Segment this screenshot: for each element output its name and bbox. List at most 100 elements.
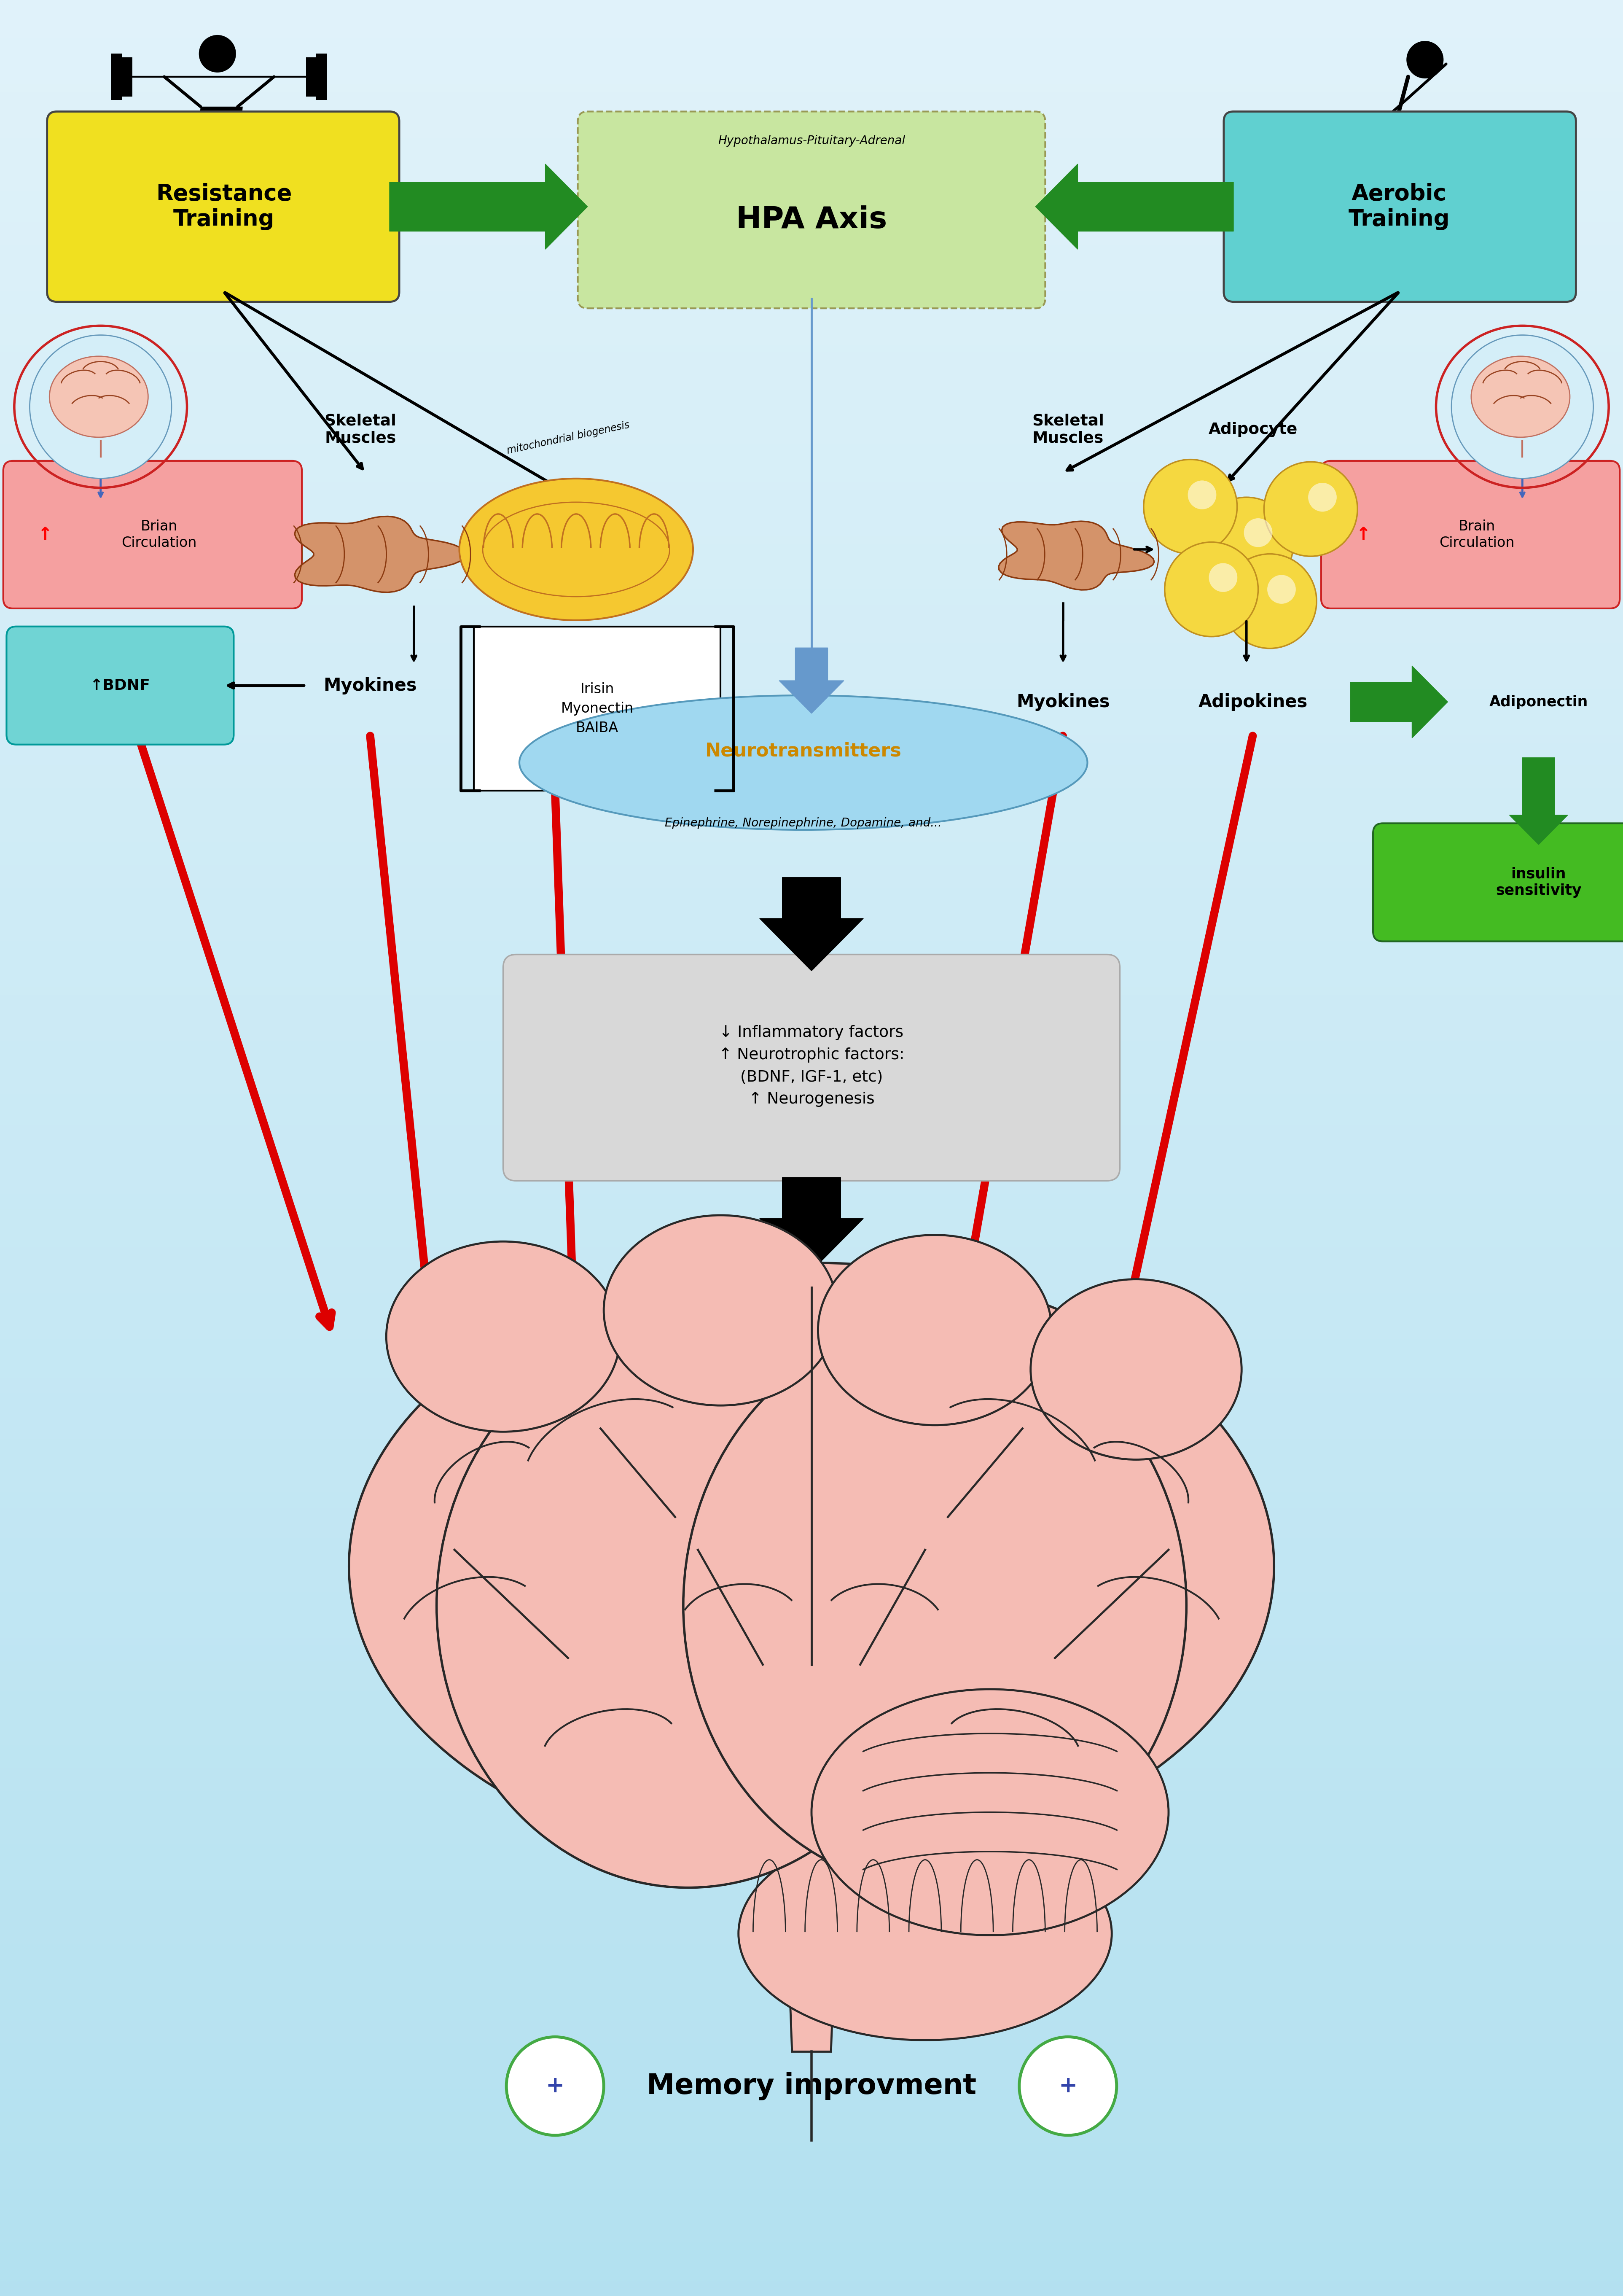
Bar [0,709,1623,719]
Polygon shape [1509,758,1568,845]
Bar [0,1697,1623,1706]
Bar [0,2133,1623,2142]
Bar [0,2285,1623,2296]
Bar [0,126,1623,138]
Bar [0,1458,1623,1469]
Bar [0,1382,1623,1394]
Bar [0,755,1623,765]
Bar [0,234,1623,246]
Bar [0,1756,1623,1768]
Polygon shape [195,106,243,170]
Bar [0,365,1623,374]
Text: ↑: ↑ [1355,526,1371,544]
Bar [0,2255,1623,2266]
Bar [0,831,1623,843]
Bar [0,1596,1623,1607]
Circle shape [200,34,235,73]
Bar [0,2094,1623,2105]
Ellipse shape [182,234,240,243]
Bar [0,732,1623,742]
Bar [0,2248,1623,2257]
Bar [0,1642,1623,1653]
Polygon shape [1035,163,1233,250]
Bar [0,1550,1623,1561]
Bar [0,1405,1623,1417]
Bar [0,693,1623,705]
FancyBboxPatch shape [1224,113,1576,301]
FancyBboxPatch shape [1373,824,1623,941]
Text: Myokines: Myokines [323,677,417,693]
Circle shape [1188,480,1216,510]
Bar [0,930,1623,941]
Ellipse shape [349,1263,1274,1869]
Bar [0,893,1623,902]
Bar [0,1835,1623,1844]
Bar [0,1421,1623,1430]
Bar [0,1022,1623,1033]
Bar [0,1451,1623,1463]
Bar [0,1182,1623,1194]
Text: Adipokines: Adipokines [1198,693,1308,712]
Bar [0,563,1623,574]
Bar [0,1779,1623,1791]
Bar [0,1504,1623,1515]
Text: Resistance
Training: Resistance Training [156,184,292,230]
Bar [0,471,1623,482]
Ellipse shape [738,1828,1112,2041]
Bar [0,211,1623,223]
FancyBboxPatch shape [578,113,1045,308]
Bar [0,847,1623,856]
Text: Epinephrine, Norepinephrine, Dopamine, and...: Epinephrine, Norepinephrine, Dopamine, a… [665,817,941,829]
Bar [0,1359,1623,1371]
Bar [0,280,1623,292]
Bar [0,1926,1623,1936]
Bar [0,1251,1623,1263]
Circle shape [1019,2037,1117,2135]
Circle shape [1199,498,1294,592]
Bar [0,1894,1623,1906]
Text: +: + [1058,2076,1078,2096]
Bar [0,119,1623,131]
Bar [0,1733,1623,1745]
Polygon shape [760,877,863,971]
Circle shape [1264,461,1357,556]
Bar [0,2202,1623,2211]
Bar [316,53,328,99]
Bar [0,372,1623,383]
Bar [0,1031,1623,1040]
Bar [0,1940,1623,1952]
Bar [0,946,1623,957]
Bar [0,677,1623,689]
Bar [0,1375,1623,1384]
Bar [0,487,1623,498]
Bar [0,273,1623,282]
Bar [0,149,1623,161]
Bar [0,2225,1623,2234]
Circle shape [506,2037,604,2135]
Bar [0,1635,1623,1646]
Bar [0,1917,1623,1929]
Bar [0,854,1623,866]
Bar [0,1841,1623,1853]
Bar [0,1743,1623,1752]
Bar [0,1176,1623,1187]
Text: insulin
sensitivity: insulin sensitivity [1496,868,1581,898]
Bar [0,647,1623,659]
Bar [0,510,1623,521]
Bar [0,2048,1623,2060]
Bar [0,1045,1623,1056]
Bar [0,1880,1623,1890]
Bar [0,1497,1623,1508]
Bar [0,2163,1623,2174]
Bar [0,884,1623,895]
Text: Hypothalamus-Pituitary-Adrenal: Hypothalamus-Pituitary-Adrenal [717,135,906,147]
Bar [0,1566,1623,1577]
Bar [0,11,1623,23]
Bar [0,1153,1623,1164]
Bar [0,1221,1623,1233]
Bar [0,2262,1623,2273]
Bar [0,1205,1623,1217]
Bar [0,572,1623,581]
Bar [0,969,1623,980]
Ellipse shape [1031,1279,1242,1460]
